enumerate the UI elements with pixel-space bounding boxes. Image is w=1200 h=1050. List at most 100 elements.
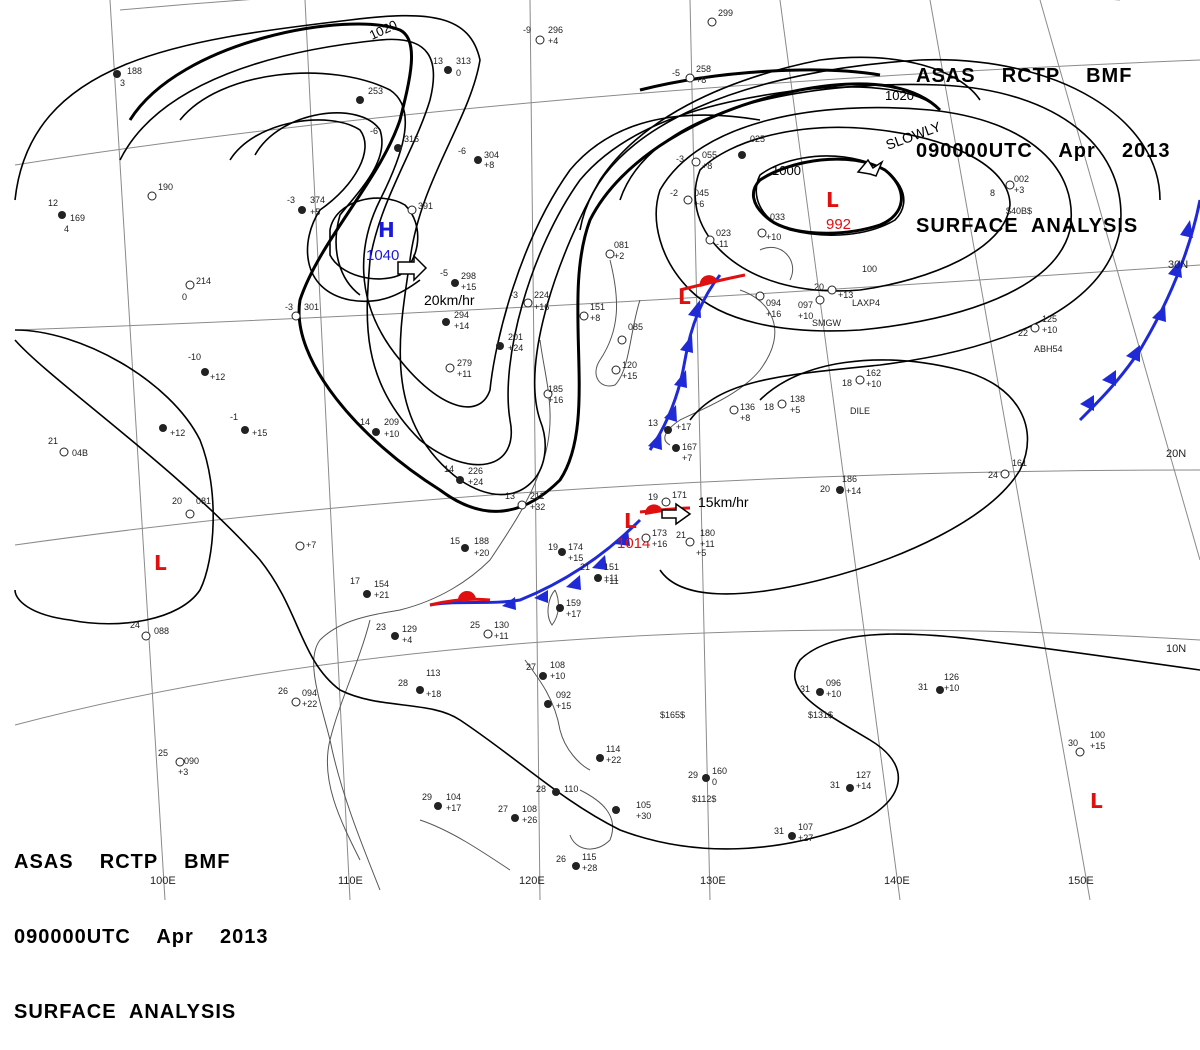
svg-text:-1: -1 — [230, 412, 238, 422]
svg-text:-13: -13 — [430, 56, 443, 66]
svg-text:316: 316 — [404, 134, 419, 144]
station-plot: -9 296+4 — [523, 25, 563, 46]
svg-text:28: 28 — [398, 678, 408, 688]
cold-front-barb — [1102, 370, 1116, 386]
svg-text:-5: -5 — [440, 268, 448, 278]
svg-text:+5: +5 — [696, 548, 706, 558]
cold-front-barb — [648, 432, 662, 450]
svg-text:081: 081 — [614, 240, 629, 250]
svg-text:136: 136 — [740, 402, 755, 412]
svg-text:+10: +10 — [798, 311, 813, 321]
motion-label: 20km/hr — [424, 292, 475, 308]
station-plot: 19 174+15 — [548, 542, 583, 563]
svg-text:209: 209 — [384, 417, 399, 427]
svg-text:0: 0 — [182, 292, 187, 302]
header-line-2: 090000UTC Apr 2013 — [14, 926, 269, 948]
longitude-line-140e — [779, 0, 901, 900]
svg-text:161: 161 — [1012, 458, 1027, 468]
header-line-3: SURFACE ANALYSIS — [916, 215, 1139, 237]
station-plot: +12 — [159, 424, 185, 438]
high-pressure-marker: H — [378, 218, 395, 242]
svg-text:20: 20 — [814, 282, 824, 292]
svg-text:167: 167 — [682, 442, 697, 452]
svg-text:+5: +5 — [790, 405, 800, 415]
svg-text:+8: +8 — [696, 75, 706, 85]
svg-text:226: 226 — [468, 466, 483, 476]
station-plot: +11 — [604, 576, 619, 586]
svg-text:29: 29 — [688, 770, 698, 780]
isobar — [14, 339, 1200, 850]
svg-text:+24: +24 — [468, 477, 483, 487]
svg-text:126: 126 — [944, 672, 959, 682]
svg-text:4: 4 — [64, 224, 69, 234]
station-plot: 094+16 — [755, 291, 781, 319]
svg-text:18: 18 — [764, 402, 774, 412]
svg-text:20: 20 — [172, 496, 182, 506]
ship-code: $40B$ — [1006, 206, 1032, 216]
station-plot: 29 104+17 — [422, 792, 461, 813]
svg-text:258: 258 — [696, 64, 711, 74]
svg-text:120: 120 — [622, 360, 637, 370]
longitude-label: 150E — [1068, 875, 1094, 887]
svg-text:31: 31 — [774, 826, 784, 836]
isobars — [14, 14, 1200, 850]
korea-peninsula — [595, 259, 641, 387]
cold-front-barb — [1168, 260, 1182, 278]
svg-text:+4: +4 — [402, 635, 412, 645]
cold-front-barb — [566, 575, 581, 590]
station-plot: 26 115+28 — [556, 852, 597, 873]
motion-label: 15km/hr — [698, 494, 749, 510]
station-plot: 13 211+32 — [505, 491, 545, 512]
warm-front-bump — [644, 504, 663, 515]
svg-text:24: 24 — [988, 470, 998, 480]
svg-text:186: 186 — [842, 474, 857, 484]
svg-text:+15: +15 — [252, 428, 267, 438]
warm-front-bump — [699, 275, 718, 287]
station-plot: 21 180+11 — [676, 528, 715, 549]
longitude-label: 120E — [519, 875, 545, 887]
svg-text:+10: +10 — [944, 683, 959, 693]
station-plot: 214 0 — [182, 276, 211, 302]
coastlines — [313, 246, 794, 891]
ship-code: LAXP4 — [852, 298, 880, 308]
taiwan-island — [547, 589, 559, 626]
svg-text:+16: +16 — [534, 302, 549, 312]
svg-text:21: 21 — [580, 562, 590, 572]
svg-text:12: 12 — [48, 198, 58, 208]
svg-text:+17: +17 — [446, 803, 461, 813]
station-plot: 299 — [707, 8, 733, 27]
svg-text:24: 24 — [130, 620, 140, 630]
ship-code: $131$ — [808, 710, 833, 720]
svg-text:+12: +12 — [170, 428, 185, 438]
svg-text:19: 19 — [548, 542, 558, 552]
motion-arrow-low-north — [856, 158, 884, 177]
station-plot: 23 129+4 — [376, 622, 417, 645]
station-plot: 21 151 +11 — [580, 562, 619, 583]
longitude-label: 110E — [338, 875, 363, 887]
station-plot: 136+8 — [729, 402, 755, 423]
high-pressure-value: 1040 — [366, 247, 399, 264]
svg-text:002: 002 — [1014, 174, 1029, 184]
station-plot: -5 258+8 — [672, 64, 711, 85]
isobar — [655, 106, 1072, 332]
weather-map: 1020 1020 1000 H 1040 L 992 L 1014 L L L… — [14, 0, 1200, 900]
svg-text:+27: +27 — [798, 833, 813, 843]
cold-front-barb — [680, 335, 693, 353]
svg-text:129: 129 — [402, 624, 417, 634]
svg-text:31: 31 — [830, 780, 840, 790]
svg-text:+28: +28 — [582, 863, 597, 873]
svg-text:+8: +8 — [740, 413, 750, 423]
svg-text:188: 188 — [127, 66, 142, 76]
isobar-label: 1020 — [885, 88, 914, 103]
svg-text:31: 31 — [800, 684, 810, 694]
svg-text:127: 127 — [856, 770, 871, 780]
svg-text:279: 279 — [457, 358, 472, 368]
svg-text:104: 104 — [446, 792, 461, 802]
station-plot: 105+30 — [612, 800, 651, 821]
cold-front-east — [1078, 199, 1200, 422]
svg-text:+15: +15 — [556, 701, 571, 711]
cold-front-line — [1078, 199, 1200, 422]
mindanao-island — [569, 789, 614, 850]
station-plot: -3 224 +16 — [510, 290, 549, 312]
station-plot: -10 +12 — [188, 352, 225, 382]
